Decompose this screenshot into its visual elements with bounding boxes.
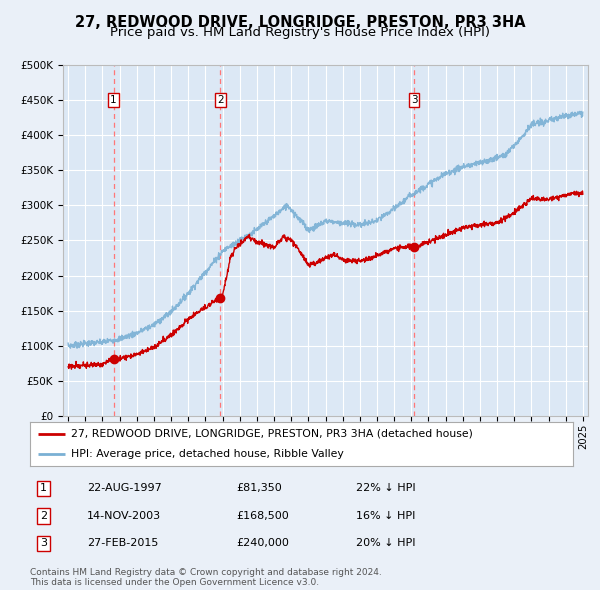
Text: 1: 1 bbox=[110, 95, 117, 105]
Text: Contains HM Land Registry data © Crown copyright and database right 2024.
This d: Contains HM Land Registry data © Crown c… bbox=[30, 568, 382, 587]
Text: 27, REDWOOD DRIVE, LONGRIDGE, PRESTON, PR3 3HA (detached house): 27, REDWOOD DRIVE, LONGRIDGE, PRESTON, P… bbox=[71, 429, 473, 439]
Text: Price paid vs. HM Land Registry's House Price Index (HPI): Price paid vs. HM Land Registry's House … bbox=[110, 26, 490, 39]
Text: 27, REDWOOD DRIVE, LONGRIDGE, PRESTON, PR3 3HA: 27, REDWOOD DRIVE, LONGRIDGE, PRESTON, P… bbox=[74, 15, 526, 30]
Text: 14-NOV-2003: 14-NOV-2003 bbox=[87, 511, 161, 521]
Text: 27-FEB-2015: 27-FEB-2015 bbox=[87, 538, 158, 548]
Text: 22% ↓ HPI: 22% ↓ HPI bbox=[356, 483, 415, 493]
Text: £240,000: £240,000 bbox=[236, 538, 289, 548]
Text: 22-AUG-1997: 22-AUG-1997 bbox=[87, 483, 162, 493]
Text: £168,500: £168,500 bbox=[236, 511, 289, 521]
Text: 20% ↓ HPI: 20% ↓ HPI bbox=[356, 538, 415, 548]
Text: 3: 3 bbox=[411, 95, 418, 105]
Text: 1: 1 bbox=[40, 483, 47, 493]
Text: £81,350: £81,350 bbox=[236, 483, 282, 493]
Text: 16% ↓ HPI: 16% ↓ HPI bbox=[356, 511, 415, 521]
Text: 2: 2 bbox=[217, 95, 224, 105]
Text: 3: 3 bbox=[40, 538, 47, 548]
Text: 2: 2 bbox=[40, 511, 47, 521]
Text: HPI: Average price, detached house, Ribble Valley: HPI: Average price, detached house, Ribb… bbox=[71, 449, 343, 459]
